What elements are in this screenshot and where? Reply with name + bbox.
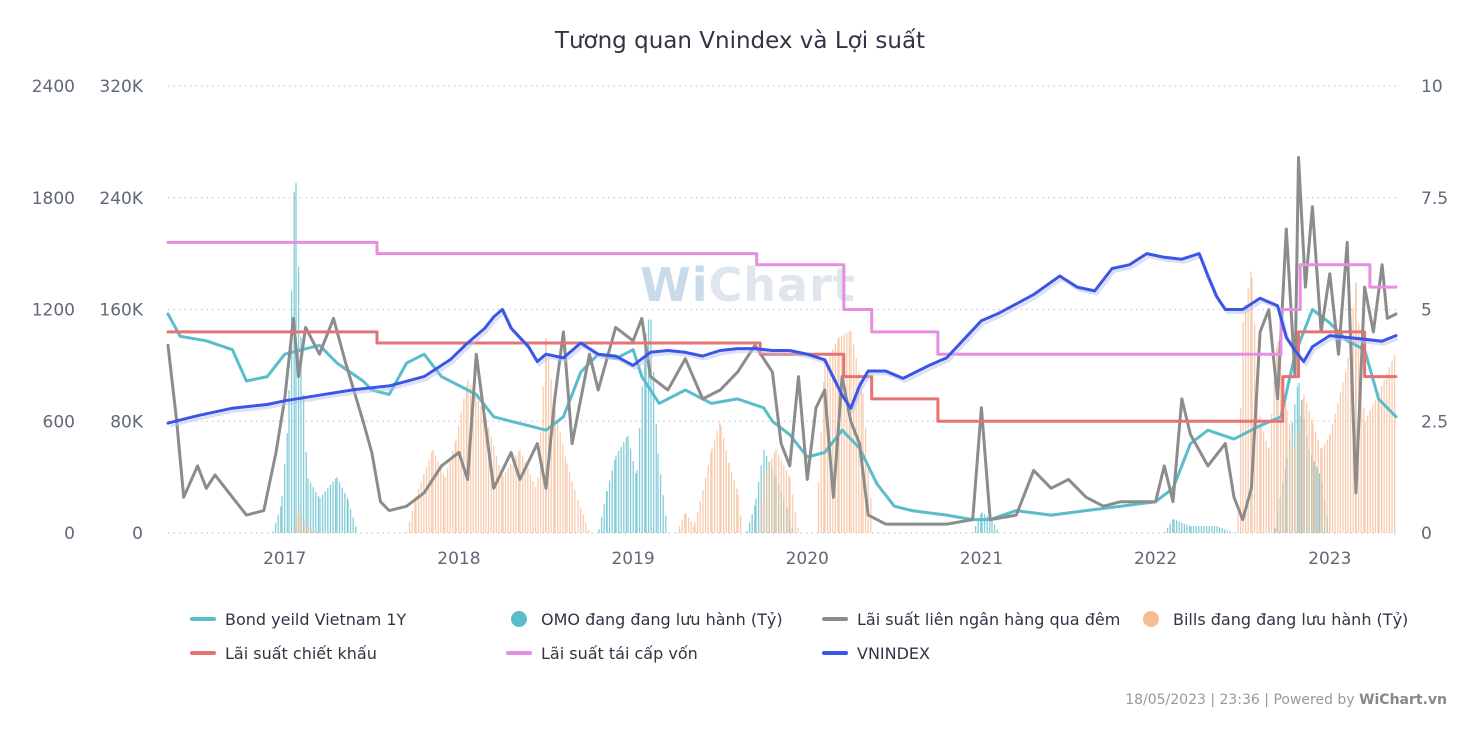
legend-item[interactable]: Bond yeild Vietnam 1Y [190, 608, 506, 630]
y-tick-label-rate: 0 [1421, 524, 1432, 544]
legend-label: VNINDEX [857, 643, 930, 663]
y-tick-label-rate: 5 [1421, 301, 1432, 321]
y-tick-label-volume: 320K [99, 77, 143, 97]
series-6-line [166, 252, 1398, 425]
x-tick-label: 2018 [437, 549, 480, 569]
legend-swatch [1143, 611, 1159, 627]
y-tick-label-vnindex: 1200 [32, 301, 75, 321]
credit-footer: 18/05/2023 | 23:36 | Powered by WiChart.… [1125, 692, 1447, 708]
x-tick-label: 2023 [1308, 549, 1351, 569]
y-tick-label-vnindex: 2400 [32, 77, 75, 97]
series-3-bars [293, 271, 1396, 533]
series-0-line [166, 308, 1398, 522]
legend-swatch [822, 651, 848, 655]
series-6-shadow [169, 254, 1399, 428]
y-tick-label-vnindex: 600 [43, 412, 75, 432]
legend-label: Bills đang đang lưu hành (Tỷ) [1173, 609, 1409, 629]
chart-title: Tương quan Vnindex và Lợi suất [554, 28, 926, 54]
legend: Bond yeild Vietnam 1Y OMO đang đang lưu h… [190, 608, 1450, 664]
legend-swatch [511, 611, 527, 627]
x-tick-label: 2019 [611, 549, 654, 569]
legend-label: OMO đang đang lưu hành (Tỷ) [541, 609, 783, 629]
legend-swatch [822, 617, 848, 621]
legend-item[interactable]: VNINDEX [822, 642, 1138, 664]
legend-swatch [506, 651, 532, 655]
y-tick-label-volume: 240K [99, 189, 143, 209]
legend-label: Bond yeild Vietnam 1Y [225, 609, 407, 629]
legend-swatch [190, 651, 216, 655]
y-tick-label-volume: 0 [132, 524, 143, 544]
series-2-line [166, 156, 1398, 526]
chart-plot[interactable]: 0 0 0 600 80K 2.5 1200 160K 5 1800 240K 7.5 2400 320K… [0, 0, 1480, 600]
legend-item[interactable]: Bills đang đang lưu hành (Tỷ) [1138, 608, 1438, 630]
legend-item[interactable]: OMO đang đang lưu hành (Tỷ) [506, 608, 822, 630]
x-tick-label: 2017 [263, 549, 306, 569]
watermark-logo: WiChart [640, 258, 856, 312]
legend-item[interactable]: Lãi suất chiết khấu [190, 642, 506, 664]
legend-label: Lãi suất tái cấp vốn [541, 643, 698, 663]
legend-label: Lãi suất liên ngân hàng qua đêm [857, 609, 1121, 629]
x-tick-label: 2021 [960, 549, 1003, 569]
y-tick-label-volume: 80K [110, 412, 144, 432]
x-tick-label: 2020 [786, 549, 829, 569]
y-tick-label-volume: 160K [99, 301, 143, 321]
series-5-line [166, 240, 1398, 356]
x-tick-label: 2022 [1134, 549, 1177, 569]
legend-item[interactable]: Lãi suất liên ngân hàng qua đêm [822, 608, 1138, 630]
legend-label: Lãi suất chiết khấu [225, 643, 377, 663]
series-4-line [166, 330, 1398, 423]
legend-item[interactable]: Lãi suất tái cấp vốn [506, 642, 822, 664]
legend-swatch [190, 617, 216, 621]
y-tick-label-vnindex: 0 [64, 524, 75, 544]
y-tick-label-rate: 10 [1421, 77, 1443, 97]
y-tick-label-rate: 7.5 [1421, 189, 1448, 209]
y-tick-label-rate: 2.5 [1421, 412, 1448, 432]
y-tick-label-vnindex: 1800 [32, 189, 75, 209]
